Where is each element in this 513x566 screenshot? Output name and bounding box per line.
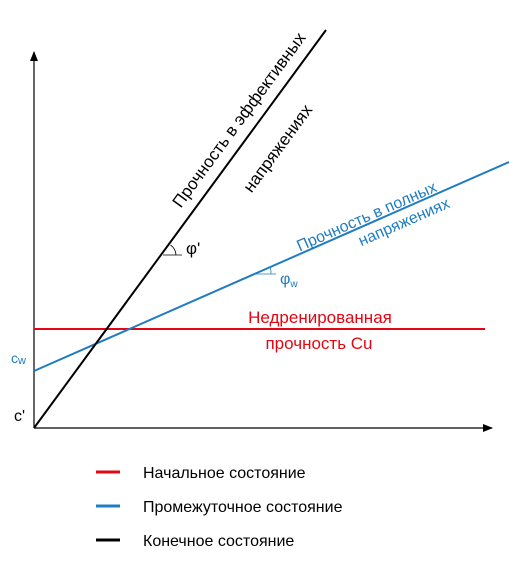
phi-effective-arc [170, 244, 177, 256]
undrained-strength-label-line2: прочность Cu [265, 334, 372, 353]
legend-item-intermediate: Промежуточное состояние [96, 499, 343, 516]
phi-effective-label: φ' [186, 239, 200, 258]
legend-label: Конечное состояние [143, 533, 294, 550]
c-total-label: cw [11, 350, 26, 367]
undrained-strength-label-line1: Недренированная [248, 308, 392, 327]
phi-total-arc [269, 266, 272, 275]
legend-item-initial: Начальное состояние [96, 465, 306, 482]
total-strength-label: Прочность в полных напряжениях [294, 179, 452, 255]
legend-label: Начальное состояние [143, 465, 306, 482]
legend: Начальное состояние Промежуточное состоя… [96, 465, 343, 550]
total-strength-line [33, 161, 510, 372]
legend-item-final: Конечное состояние [96, 533, 294, 550]
c-effective-label: c' [14, 408, 25, 425]
effective-strength-line [33, 29, 327, 429]
phi-total-label: φw [280, 271, 298, 290]
legend-label: Промежуточное состояние [143, 499, 343, 516]
